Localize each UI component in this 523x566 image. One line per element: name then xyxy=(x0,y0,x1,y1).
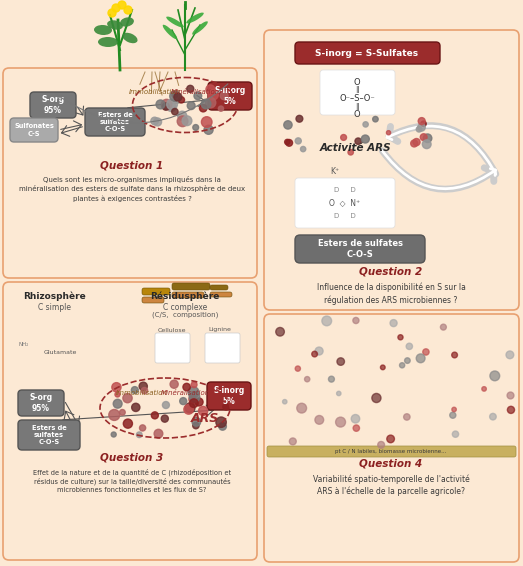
Text: Effet de la nature et de la quantité de C (rhizodéposition et
résidus de culture: Effet de la nature et de la quantité de … xyxy=(33,468,231,494)
Text: Question 2: Question 2 xyxy=(359,267,423,277)
Circle shape xyxy=(187,85,194,92)
Circle shape xyxy=(194,92,202,100)
Text: S-inorg = S-Sulfates: S-inorg = S-Sulfates xyxy=(315,49,418,58)
Circle shape xyxy=(192,422,199,429)
Circle shape xyxy=(195,398,203,406)
Circle shape xyxy=(113,399,122,408)
Circle shape xyxy=(420,134,427,140)
Circle shape xyxy=(140,425,146,431)
Circle shape xyxy=(295,138,301,144)
Circle shape xyxy=(139,382,147,391)
Circle shape xyxy=(201,99,211,109)
Text: Glutamate: Glutamate xyxy=(43,349,77,354)
Circle shape xyxy=(172,92,177,98)
Circle shape xyxy=(353,318,359,324)
FancyBboxPatch shape xyxy=(295,235,425,263)
Circle shape xyxy=(191,381,197,388)
Circle shape xyxy=(328,376,334,382)
Circle shape xyxy=(162,103,169,110)
Circle shape xyxy=(423,134,432,143)
Text: Activité ARS: Activité ARS xyxy=(319,143,391,153)
Text: Immobilisation: Immobilisation xyxy=(129,89,181,95)
Text: Résidusphère: Résidusphère xyxy=(150,291,220,301)
Circle shape xyxy=(507,392,514,399)
Text: D     D: D D xyxy=(334,213,356,219)
Circle shape xyxy=(137,432,142,438)
Circle shape xyxy=(218,106,223,112)
Circle shape xyxy=(337,391,341,396)
Circle shape xyxy=(315,415,324,424)
Circle shape xyxy=(398,335,403,340)
Text: O: O xyxy=(354,78,360,87)
Circle shape xyxy=(174,93,182,101)
Text: O  ◇  N⁺: O ◇ N⁺ xyxy=(329,199,360,208)
Circle shape xyxy=(490,413,496,420)
Circle shape xyxy=(189,399,198,408)
Circle shape xyxy=(118,1,126,9)
Circle shape xyxy=(219,423,226,430)
Ellipse shape xyxy=(186,12,204,23)
Text: ‖: ‖ xyxy=(355,103,359,110)
Circle shape xyxy=(192,418,201,426)
Circle shape xyxy=(348,149,354,155)
FancyBboxPatch shape xyxy=(264,314,519,562)
Ellipse shape xyxy=(163,25,177,39)
Text: O: O xyxy=(354,110,360,119)
Circle shape xyxy=(404,414,410,420)
FancyBboxPatch shape xyxy=(267,446,516,457)
FancyBboxPatch shape xyxy=(142,297,164,303)
Text: Esters de
sulfates
C-O-S: Esters de sulfates C-O-S xyxy=(31,425,66,445)
Circle shape xyxy=(161,99,172,110)
Circle shape xyxy=(131,387,138,393)
Ellipse shape xyxy=(120,18,134,27)
FancyBboxPatch shape xyxy=(142,288,170,295)
Text: Quels sont les micro-organismes impliqués dans la
minéralisation des esters de s: Quels sont les micro-organismes impliqué… xyxy=(19,176,245,202)
Circle shape xyxy=(177,116,188,127)
Circle shape xyxy=(189,392,200,402)
Circle shape xyxy=(440,324,446,330)
Circle shape xyxy=(286,139,292,146)
Circle shape xyxy=(363,122,368,127)
Circle shape xyxy=(204,125,213,134)
FancyBboxPatch shape xyxy=(18,420,80,450)
Circle shape xyxy=(187,102,195,110)
Circle shape xyxy=(223,404,230,410)
Text: Question 4: Question 4 xyxy=(359,458,423,468)
Circle shape xyxy=(355,138,361,144)
Circle shape xyxy=(199,104,207,112)
Circle shape xyxy=(108,9,116,17)
Circle shape xyxy=(405,358,410,363)
Circle shape xyxy=(208,89,219,100)
Circle shape xyxy=(184,405,194,414)
Ellipse shape xyxy=(166,16,184,27)
Circle shape xyxy=(337,358,345,365)
Circle shape xyxy=(378,441,384,448)
Circle shape xyxy=(282,400,287,404)
Circle shape xyxy=(285,139,290,145)
Circle shape xyxy=(411,140,418,147)
Text: (C/S,  composition): (C/S, composition) xyxy=(152,312,218,318)
Circle shape xyxy=(123,419,132,428)
Circle shape xyxy=(372,393,381,402)
Text: ‖: ‖ xyxy=(355,86,359,93)
Circle shape xyxy=(178,97,185,103)
Circle shape xyxy=(322,316,332,326)
FancyBboxPatch shape xyxy=(85,108,145,136)
Circle shape xyxy=(387,435,394,443)
FancyBboxPatch shape xyxy=(295,178,395,228)
Circle shape xyxy=(361,135,369,143)
FancyBboxPatch shape xyxy=(210,285,228,290)
Text: S-org
95%: S-org 95% xyxy=(29,393,53,413)
Circle shape xyxy=(167,102,176,112)
Circle shape xyxy=(199,406,208,415)
Text: ARS: ARS xyxy=(191,411,219,424)
FancyBboxPatch shape xyxy=(155,333,190,363)
Circle shape xyxy=(418,123,425,131)
Circle shape xyxy=(151,117,158,125)
Circle shape xyxy=(452,407,457,411)
Circle shape xyxy=(167,99,177,110)
Text: Esters de sulfates
C-O-S: Esters de sulfates C-O-S xyxy=(317,239,403,259)
Circle shape xyxy=(170,380,178,388)
